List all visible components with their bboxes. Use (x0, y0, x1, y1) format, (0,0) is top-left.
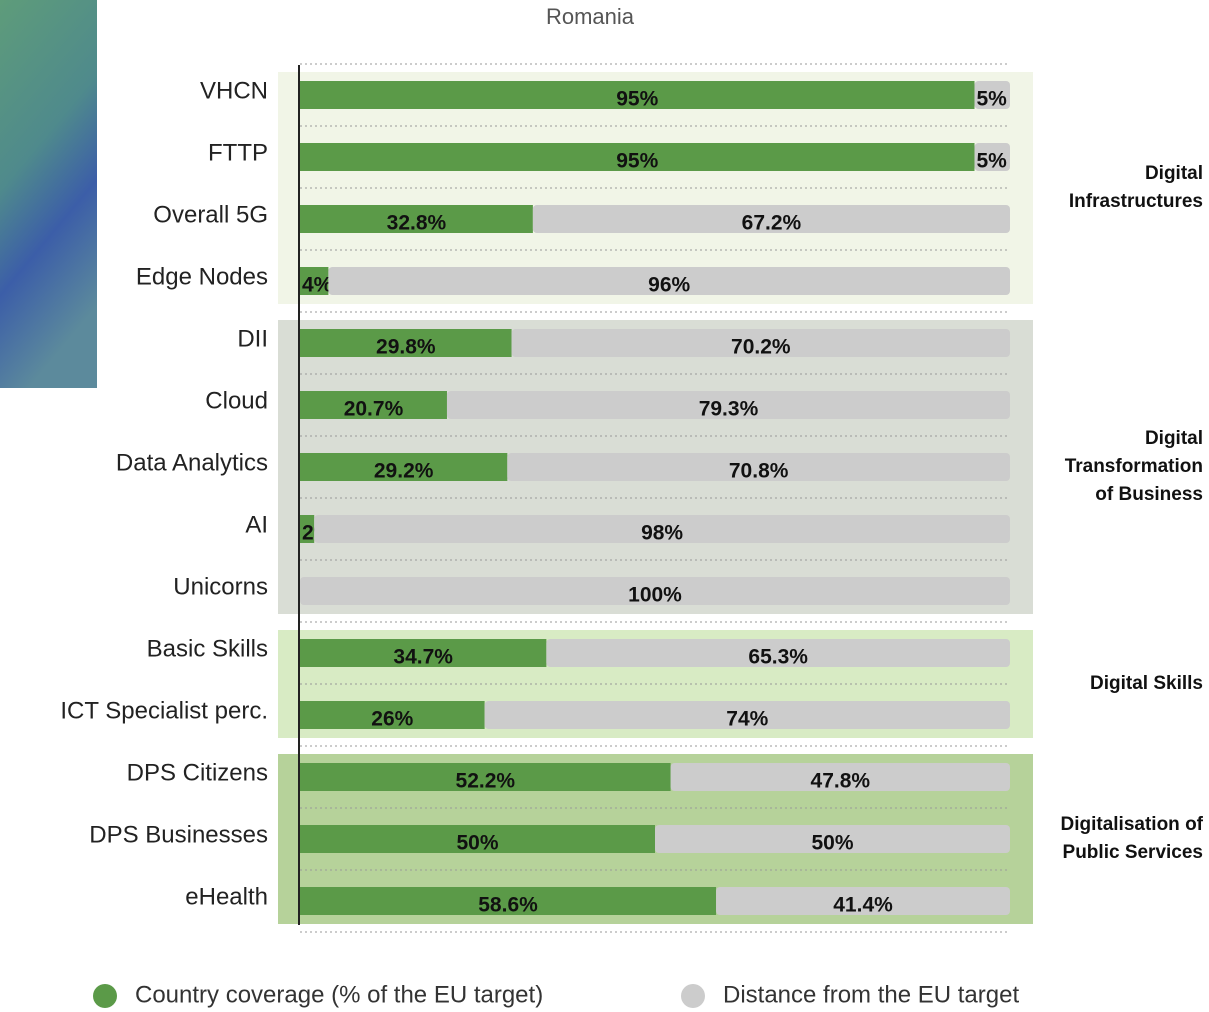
group-label: Digitalisation of (1061, 814, 1204, 835)
category-label: AI (245, 511, 268, 538)
bar-segment (974, 143, 1010, 171)
value-label: 65.3% (748, 646, 808, 669)
legend-marker (93, 984, 117, 1008)
bar-segment (314, 515, 1010, 543)
group-label: Digital (1145, 428, 1203, 449)
legend-marker (681, 984, 705, 1008)
bar-segment (670, 763, 1010, 791)
value-label: 5% (977, 150, 1008, 173)
value-label: 32.8% (387, 212, 447, 235)
value-label: 52.2% (456, 770, 516, 793)
bar-segment (300, 329, 512, 357)
value-label: 29.2% (374, 460, 434, 483)
category-label: DPS Citizens (127, 759, 268, 786)
group-label: Transformation (1065, 456, 1203, 477)
legend-label: Country coverage (% of the EU target) (135, 981, 543, 1008)
category-label: DII (237, 325, 268, 352)
bar-segment (300, 205, 533, 233)
bar-segment (300, 639, 547, 667)
category-label: Unicorns (173, 573, 268, 600)
bar-segment (532, 205, 1010, 233)
bar-segment (300, 81, 975, 109)
category-label: FTTP (208, 139, 268, 166)
bar-segment (328, 267, 1010, 295)
group-label: Infrastructures (1069, 191, 1203, 212)
value-label: 5% (977, 88, 1008, 111)
group-label: Digital (1145, 163, 1203, 184)
bar-segment (300, 701, 485, 729)
value-label: 79.3% (699, 398, 759, 421)
legend-label: Distance from the EU target (723, 981, 1019, 1008)
bar-segment (300, 887, 717, 915)
bar-segment (300, 515, 315, 543)
value-label: 100% (628, 584, 682, 607)
value-label: 50% (456, 832, 498, 855)
value-label: 26% (371, 708, 413, 731)
bar-segment (300, 577, 1010, 605)
value-label: 98% (641, 522, 683, 545)
bar-segment (716, 887, 1010, 915)
value-label: 50% (811, 832, 853, 855)
bar-segment (300, 143, 975, 171)
category-label: Overall 5G (153, 201, 268, 228)
category-label: Cloud (205, 387, 268, 414)
group-label: of Business (1095, 484, 1203, 505)
bar-segment (511, 329, 1010, 357)
bar-segment (484, 701, 1011, 729)
value-label: 20.7% (344, 398, 404, 421)
group-label: Digital Skills (1090, 673, 1203, 694)
bar-segment (546, 639, 1010, 667)
category-label: ICT Specialist perc. (60, 697, 268, 724)
category-label: DPS Businesses (89, 821, 268, 848)
value-label: 95% (616, 150, 658, 173)
value-label: 41.4% (833, 894, 893, 917)
category-label: Edge Nodes (136, 263, 268, 290)
value-label: 47.8% (811, 770, 871, 793)
bar-segment (300, 391, 447, 419)
value-label: 70.8% (729, 460, 789, 483)
bar-segment (446, 391, 1011, 419)
value-label: 74% (726, 708, 768, 731)
bar-segment (507, 453, 1010, 481)
value-label: 58.6% (478, 894, 538, 917)
value-label: 70.2% (731, 336, 791, 359)
value-label: 96% (648, 274, 690, 297)
category-label: eHealth (185, 883, 268, 910)
bar-segment (300, 453, 508, 481)
category-label: Basic Skills (147, 635, 268, 662)
value-label: 4% (302, 274, 333, 297)
decoration (0, 0, 97, 388)
group-label: Public Services (1063, 842, 1203, 863)
value-label: 29.8% (376, 336, 436, 359)
bar-segment (974, 81, 1010, 109)
value-label: 67.2% (742, 212, 802, 235)
bar-segment (655, 825, 1010, 853)
value-label: 34.7% (393, 646, 453, 669)
category-label: VHCN (200, 77, 268, 104)
chart-title: Romania (546, 4, 635, 29)
category-label: Data Analytics (116, 449, 268, 476)
bar-segment (300, 825, 655, 853)
value-label: 95% (616, 88, 658, 111)
bar-segment (300, 763, 671, 791)
bar-segment (300, 267, 329, 295)
